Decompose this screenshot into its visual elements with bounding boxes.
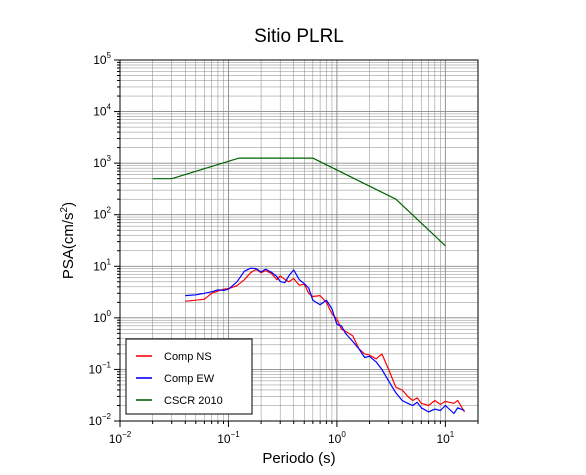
- y-tick-label: 101: [93, 257, 111, 273]
- chart-title: Sitio PLRL: [254, 26, 344, 47]
- series-line-2: [152, 157, 446, 247]
- y-axis-label: PSA(cm/s2): [59, 202, 77, 279]
- legend: Comp NS Comp EW CSCR 2010: [125, 338, 253, 415]
- legend-label: CSCR 2010: [164, 395, 223, 407]
- y-axis-label-exp: 2: [59, 206, 70, 212]
- x-tick-label: 100: [328, 430, 346, 446]
- legend-label: Comp EW: [164, 373, 215, 385]
- y-tick-label: 103: [93, 154, 111, 170]
- series-line-1: [185, 267, 465, 415]
- series-layer: [152, 157, 466, 415]
- x-tick-label: 10−2: [109, 430, 132, 446]
- legend-box: [125, 338, 253, 415]
- plot-frame: [119, 59, 479, 422]
- y-tick-label: 104: [93, 103, 111, 119]
- y-tick-label: 10−1: [89, 360, 112, 376]
- y-tick-label: 105: [93, 51, 111, 67]
- y-tick-label: 102: [93, 206, 111, 222]
- y-tick-label: 10−2: [89, 412, 112, 428]
- x-axis-label: Periodo (s): [262, 450, 335, 467]
- y-axis-label-close: ): [60, 202, 77, 207]
- legend-label: Comp NS: [164, 351, 212, 363]
- y-tick-label: 100: [93, 309, 111, 325]
- x-tick-label: 10−1: [217, 430, 240, 446]
- grid: [119, 59, 479, 422]
- series-line-0: [185, 268, 466, 413]
- x-tick-label: 101: [436, 430, 454, 446]
- y-axis-label-main: PSA(cm/s: [60, 212, 77, 279]
